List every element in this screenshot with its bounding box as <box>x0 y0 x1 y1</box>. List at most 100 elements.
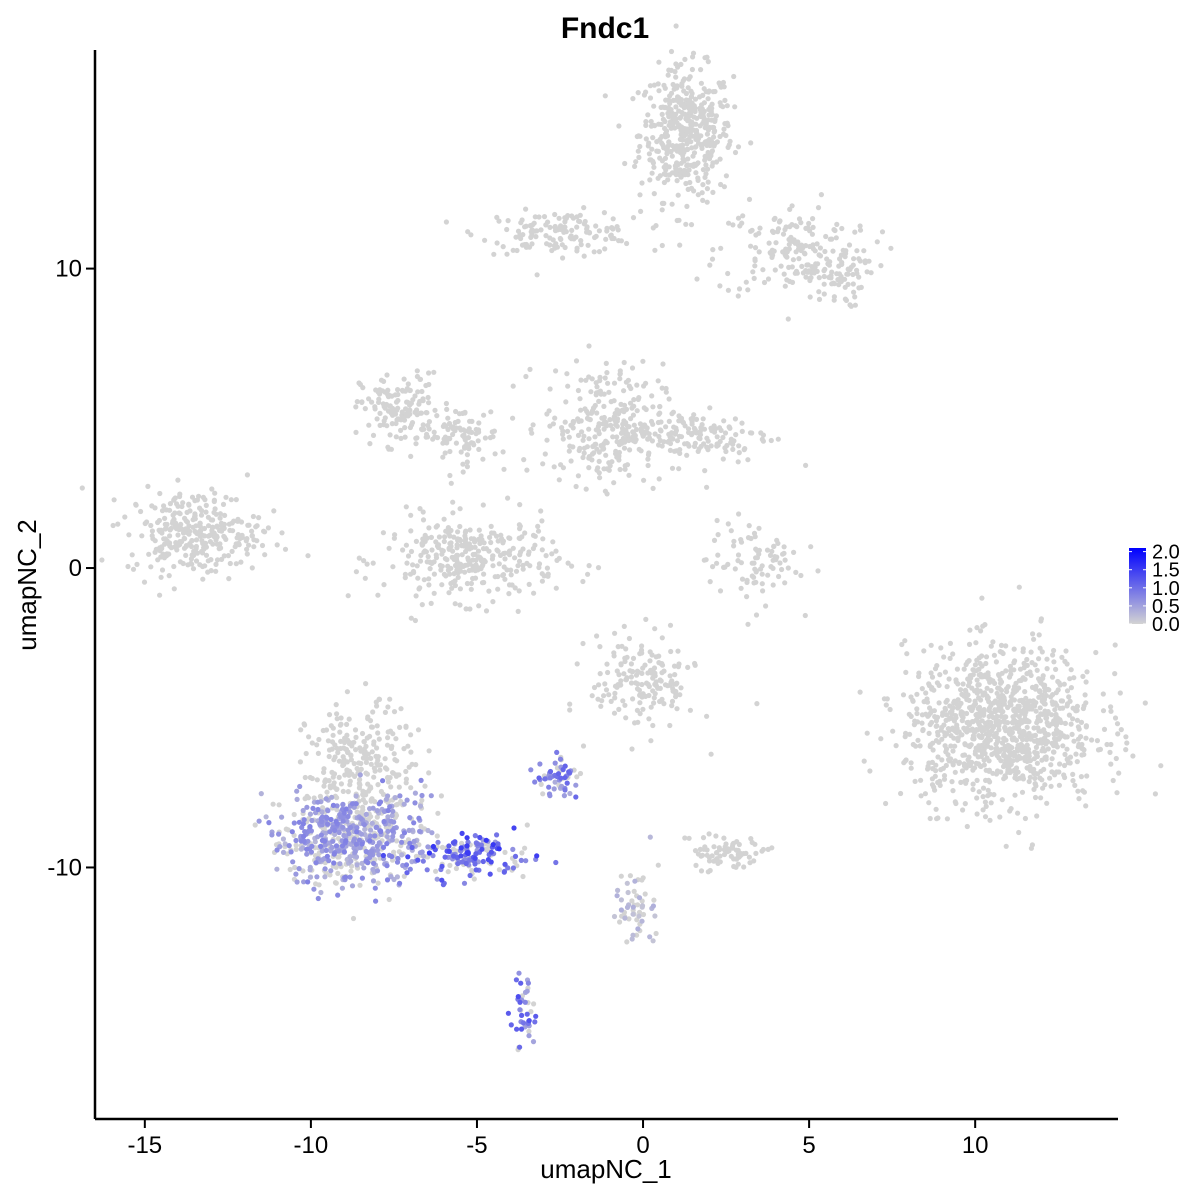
cell-point <box>574 661 580 667</box>
cell-point <box>323 847 329 854</box>
cell-point <box>630 215 637 221</box>
cell-point <box>637 700 643 706</box>
cell-point <box>944 697 950 703</box>
cell-point <box>715 532 721 538</box>
cell-point <box>349 743 355 749</box>
cell-point <box>753 546 759 552</box>
cell-point <box>591 684 598 691</box>
cell-point <box>274 542 280 548</box>
cell-point <box>391 849 397 855</box>
cell-point <box>1068 721 1074 727</box>
cell-point <box>649 652 655 658</box>
cell-point <box>777 560 783 566</box>
cell-point <box>925 766 931 772</box>
cell-point <box>769 548 775 555</box>
cell-point <box>542 776 548 782</box>
cell-point <box>674 160 680 166</box>
cell-point <box>362 826 368 833</box>
cell-point <box>426 419 432 425</box>
cell-point <box>657 685 663 692</box>
cell-point <box>446 545 452 551</box>
cell-point <box>356 380 362 386</box>
cell-point <box>630 412 637 418</box>
cell-point <box>426 525 432 531</box>
cell-point <box>626 635 633 642</box>
cell-point <box>212 490 218 496</box>
cell-point <box>645 112 651 118</box>
cell-point <box>744 594 750 600</box>
cell-point <box>710 247 716 253</box>
cell-point <box>687 134 693 140</box>
cell-point <box>750 269 756 275</box>
cell-point <box>406 827 412 834</box>
cell-point <box>423 410 429 416</box>
cell-point <box>600 444 606 450</box>
cell-point <box>933 723 939 729</box>
cell-point <box>322 779 328 785</box>
cell-point <box>481 412 487 418</box>
cell-point <box>335 892 341 898</box>
cell-point <box>594 384 600 390</box>
cell-point <box>556 215 562 221</box>
cell-point <box>754 701 760 707</box>
cell-point <box>512 853 519 860</box>
cell-point <box>700 167 707 173</box>
cell-point <box>977 660 983 667</box>
cell-point <box>465 562 471 568</box>
cell-point <box>426 850 432 856</box>
cell-point <box>659 443 665 449</box>
cell-point <box>752 263 758 269</box>
cell-point <box>720 434 726 441</box>
cell-point <box>752 841 758 847</box>
cell-point <box>495 586 501 592</box>
cell-point <box>138 508 144 515</box>
cell-point <box>941 776 948 782</box>
cell-point <box>408 785 414 791</box>
cell-point <box>319 809 325 815</box>
cell-point <box>867 768 873 774</box>
cell-point <box>487 534 493 541</box>
cell-point <box>431 571 437 577</box>
cell-point <box>405 743 411 749</box>
cell-point <box>1012 775 1018 781</box>
cell-point <box>360 807 366 813</box>
cell-point <box>401 376 407 382</box>
cell-point <box>418 552 424 559</box>
cell-point <box>1000 709 1006 715</box>
cell-point <box>1079 741 1085 748</box>
cell-point <box>939 712 946 718</box>
cell-point <box>523 858 529 864</box>
cell-point <box>699 852 706 858</box>
cell-point <box>578 242 584 248</box>
cell-point <box>334 716 340 722</box>
cell-point <box>1068 667 1074 673</box>
cell-point <box>670 81 676 88</box>
cell-point <box>1009 745 1015 751</box>
cell-point <box>1028 736 1034 742</box>
cell-point <box>630 904 636 910</box>
cell-point <box>816 252 822 258</box>
cell-point <box>149 533 155 539</box>
cell-point <box>612 690 618 697</box>
cell-point <box>581 253 587 259</box>
cell-point <box>334 795 340 801</box>
cell-point <box>735 459 741 465</box>
cell-point <box>230 528 236 534</box>
cell-point <box>765 572 771 578</box>
cell-point <box>561 793 568 799</box>
cell-point <box>380 844 387 851</box>
cell-point <box>201 525 208 532</box>
cell-point <box>567 701 573 707</box>
cell-point <box>732 566 738 572</box>
cell-point <box>377 391 383 397</box>
cell-point <box>702 157 708 163</box>
cell-point <box>733 864 739 870</box>
cell-point <box>393 736 399 742</box>
cell-point <box>1083 724 1089 730</box>
cell-point <box>918 777 924 783</box>
cell-point <box>213 561 219 568</box>
cell-point <box>694 115 700 121</box>
cell-point <box>839 259 845 266</box>
cell-point <box>768 437 774 444</box>
cell-point <box>623 379 630 385</box>
